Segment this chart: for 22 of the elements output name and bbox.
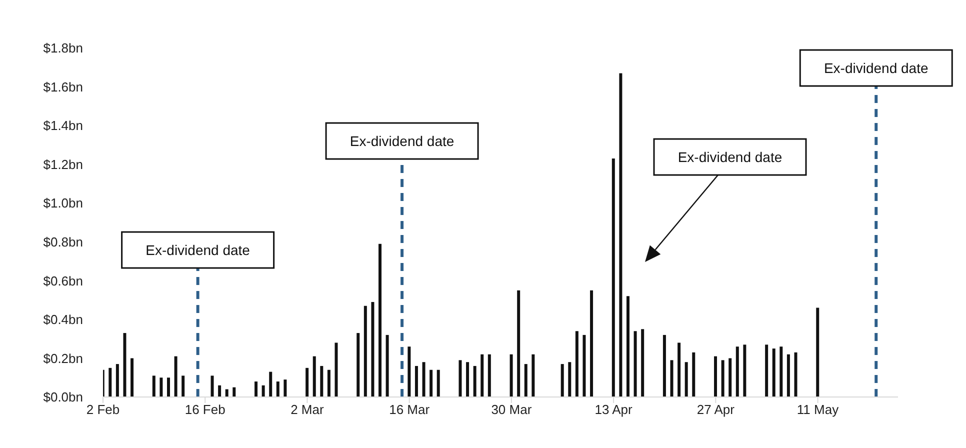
- x-tick-label: 27 Apr: [696, 402, 736, 418]
- y-tick-label: $0.2bn: [43, 350, 83, 366]
- y-tick-label: $0.6bn: [43, 273, 83, 288]
- y-tick-label: $1.8bn: [43, 40, 83, 56]
- ref-line-label: Ex-dividend date: [146, 242, 250, 258]
- y-tick-label: $0.0bn: [43, 390, 83, 405]
- x-tick-label: 16 Mar: [389, 402, 430, 418]
- x-tick-label: 13 Apr: [594, 402, 634, 418]
- ref-line-label: Ex-dividend date: [824, 60, 928, 76]
- y-tick-label: $1.6bn: [43, 79, 83, 94]
- ref-line-label: Ex-dividend date: [350, 133, 454, 149]
- x-tick-label: 11 May: [796, 402, 840, 418]
- x-tick-label: 2 Feb: [86, 402, 120, 418]
- y-tick-label: $0.4bn: [43, 312, 83, 328]
- x-tick-label: 2 Mar: [290, 402, 325, 418]
- y-tick-label: $1.4bn: [43, 118, 83, 134]
- x-tick-label: 30 Mar: [491, 402, 532, 418]
- x-tick-label: 16 Feb: [184, 402, 226, 418]
- y-tick-label: $1.2bn: [43, 156, 83, 172]
- y-tick-label: $1.0bn: [43, 196, 83, 211]
- annotation: Ex-dividend date: [678, 149, 782, 165]
- y-tick-label: $0.8bn: [43, 234, 83, 250]
